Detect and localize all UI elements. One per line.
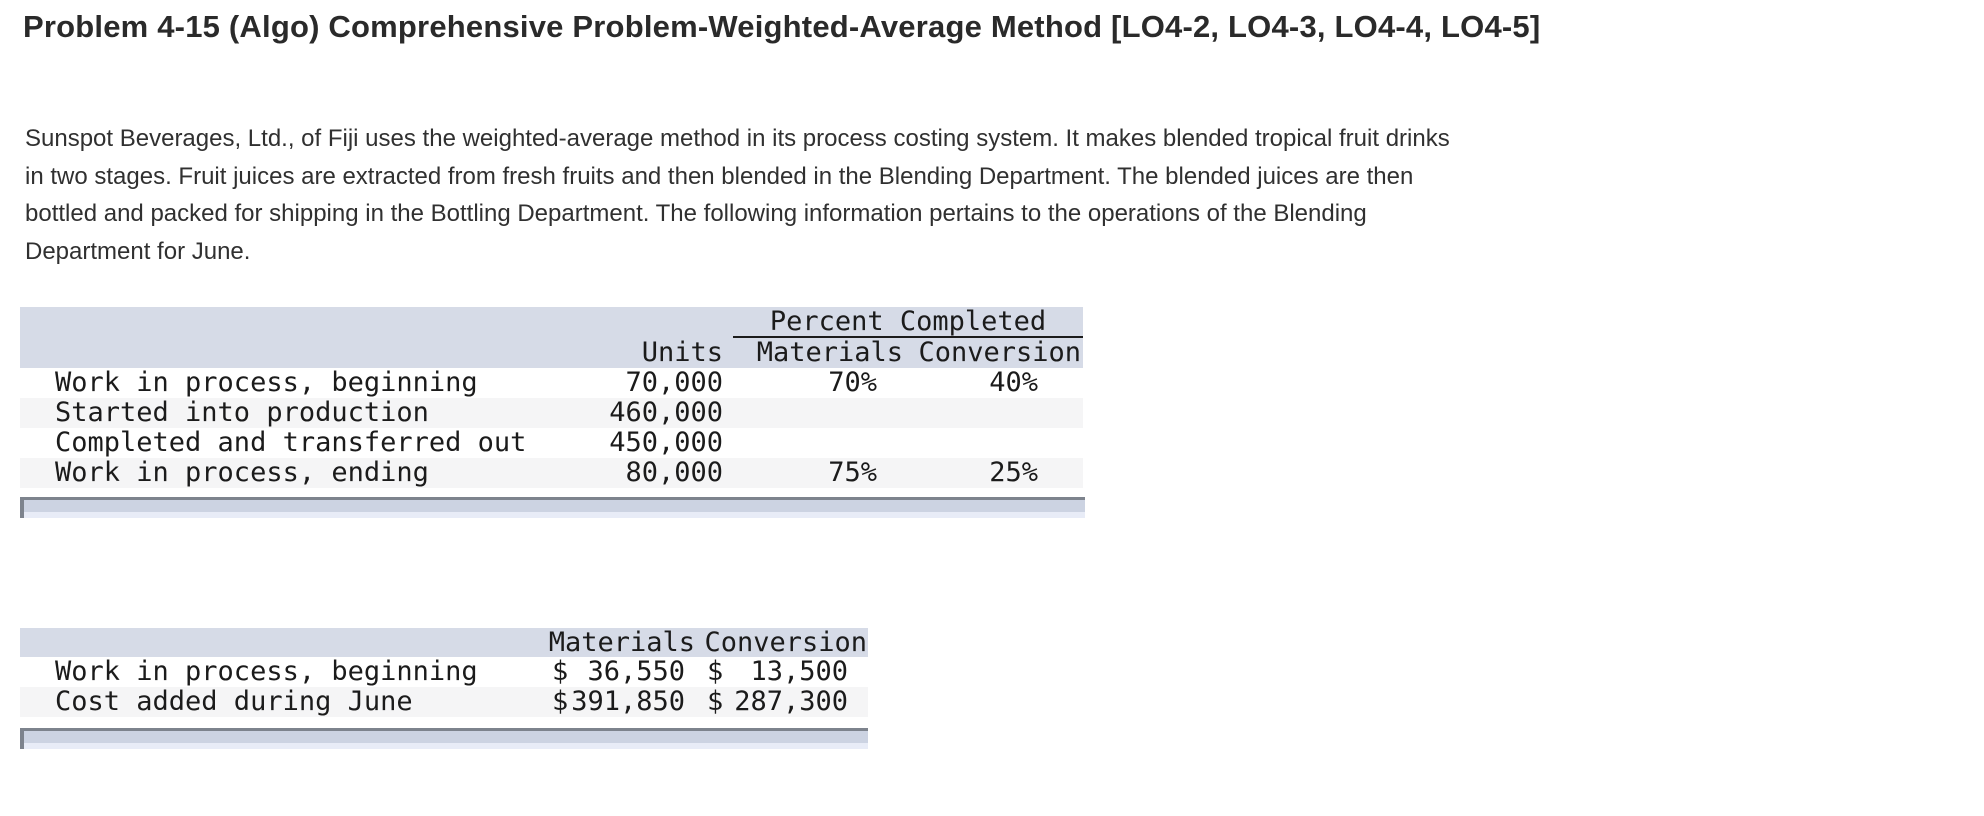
table-row: Percent Completed [20,307,1083,338]
cost-table: Materials Conversion Work in process, be… [20,628,868,717]
units-percent-table: Percent Completed Units Materials Conver… [20,307,1083,488]
column-header-materials: Materials [733,337,905,368]
column-header-materials: Materials [540,628,697,657]
row-label: Completed and transferred out [55,427,527,458]
row-label: Work in process, ending [20,458,540,488]
table-row: Units Materials Conversion [20,337,1083,368]
row-label: Work in process, beginning [55,656,478,687]
materials-percent-value [733,428,905,458]
units-value: 460,000 [540,398,733,428]
units-value: 70,000 [625,367,723,398]
intro-line: Department for June. [25,237,251,265]
amount: 13,500 [750,656,848,687]
intro-line: Sunspot Beverages, Ltd., of Fiji uses th… [25,125,1450,152]
intro-paragraph: Sunspot Beverages, Ltd., of Fiji uses th… [25,120,1450,270]
cost-table-horizontal-scrollbar[interactable] [20,728,868,749]
spacer-cell [20,628,540,657]
materials-percent-value [733,398,905,428]
column-header-conversion: Conversion [905,337,1083,368]
column-header-conversion: Conversion [697,628,868,657]
conversion-percent-value: 25% [905,458,1083,488]
conversion-cost-value: $ 287,300 [697,687,868,717]
table-row: Materials Conversion [20,628,868,657]
conversion-percent-value [905,428,1083,458]
materials-cost-value: $ 36,550 [540,657,697,687]
conversion-cost-value: $ 13,500 [697,657,868,687]
table-row: Work in process, beginning 70,000 70% 40… [20,368,1083,398]
currency-symbol: $ [552,686,569,717]
amount: 391,850 [571,686,685,717]
row-label: Work in process, beginning [55,367,478,398]
currency-symbol: $ [707,656,724,687]
conversion-percent-value: 40% [989,367,1038,398]
units-value: 450,000 [609,427,723,458]
row-label: Started into production [20,398,540,428]
table-row: Completed and transferred out 450,000 [20,428,1083,458]
table-row: Work in process, beginning $ 36,550 $ 13… [20,657,868,687]
units-table-horizontal-scrollbar[interactable] [20,497,1085,518]
intro-line: bottled and packed for shipping in the B… [25,200,1367,227]
column-header-units: Units [540,337,733,368]
percent-completed-group-header: Percent Completed [733,307,1083,338]
table-row: Cost added during June $ 391,850 $ 287,3… [20,687,868,717]
intro-line: in two stages. Fruit juices are extracte… [25,162,1414,190]
currency-symbol: $ [707,686,724,717]
spacer-cell [540,307,733,337]
spacer-cell [20,307,540,337]
amount: 36,550 [587,656,685,687]
materials-percent-value: 75% [733,458,905,488]
table-row: Work in process, ending 80,000 75% 25% [20,458,1083,488]
table-row: Started into production 460,000 [20,398,1083,428]
currency-symbol: $ [552,656,569,687]
materials-cost-value: $ 391,850 [540,687,697,717]
units-value: 80,000 [540,458,733,488]
spacer-cell [20,337,540,368]
amount: 287,300 [734,686,848,717]
page-title: Problem 4-15 (Algo) Comprehensive Proble… [23,9,1541,44]
conversion-percent-value [905,398,1083,428]
row-label: Cost added during June [20,687,540,717]
materials-percent-value: 70% [828,367,877,398]
